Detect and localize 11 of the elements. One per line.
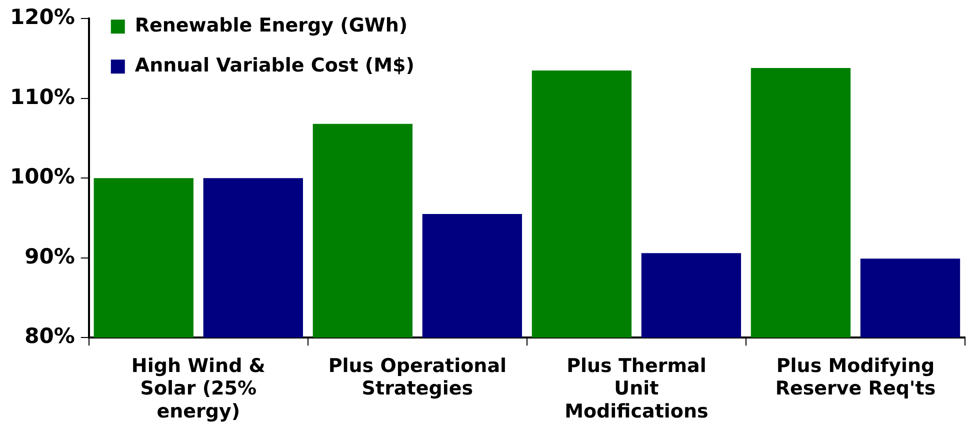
legend-label: Renewable Energy (GWh)	[134, 14, 408, 37]
x-tick-label: Plus Modifying Reserve Req'ts	[775, 354, 936, 400]
y-tick-label: 120%	[10, 5, 75, 30]
y-tick-label: 90%	[24, 244, 75, 268]
x-tick-label: High Wind & Solar (25% energy)	[131, 354, 266, 423]
y-tick-label: 80%	[24, 324, 75, 348]
x-tick-label: Plus Thermal Unit Modifications	[564, 354, 708, 423]
legend-label: Annual Variable Cost (M$)	[134, 54, 414, 77]
y-tick-label: 100%	[10, 164, 75, 189]
x-tick-label: Plus Operational Strategies	[328, 354, 507, 400]
y-tick-label: 110%	[10, 84, 75, 109]
